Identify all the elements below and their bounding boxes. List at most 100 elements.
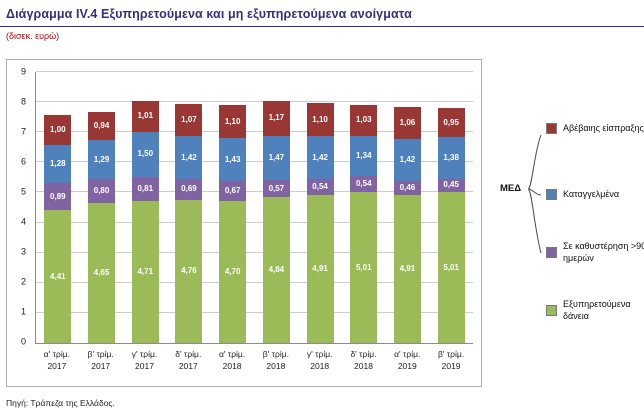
gridline [36, 221, 473, 223]
bar-segment: 1,07 [175, 103, 203, 137]
bar-value-label: 1,47 [268, 152, 285, 162]
figure-body: 0 1 2 3 4 5 6 7 8 9 4,41 0,89 1,28 1,00 4,65 0,80 1,29 0… [0, 59, 644, 387]
gridline [36, 131, 473, 133]
bar-segment: 5,01 [437, 192, 465, 343]
y-axis-tick-label: 6 [20, 156, 26, 167]
bar-segment: 0,80 [88, 178, 116, 203]
bar-segment: 1,01 [131, 101, 159, 132]
bar-value-label: 4,76 [181, 266, 197, 276]
bar-column: 5,01 0,45 1,38 0,95 [429, 72, 473, 343]
bar-value-label: 1,43 [224, 154, 241, 164]
x-axis-label: α' τρίμ. 2019 [394, 349, 421, 371]
bar-value-label: 1,01 [137, 111, 154, 121]
y-axis-tick-label: 4 [20, 216, 26, 227]
legend-swatch-green [546, 305, 557, 317]
bar-segment: 0,95 [437, 108, 465, 138]
legend-label: Σε καθυστέρηση >90 ημερών [563, 241, 644, 263]
y-axis-tick-label: 1 [20, 306, 26, 317]
bars: 4,41 0,89 1,28 1,00 4,65 0,80 1,29 0,94 4,71 0,81… [36, 72, 473, 343]
gridline [36, 251, 473, 253]
bar-value-label: 1,28 [50, 159, 66, 169]
bar-value-label: 5,01 [355, 262, 372, 272]
bar-segment: 0,67 [219, 181, 247, 202]
legend-item-past-due-90: Σε καθυστέρηση >90 ημερών [546, 241, 644, 264]
bar-value-label: 1,10 [312, 114, 328, 124]
bar-value-label: 0,89 [50, 191, 66, 201]
bar-value-label: 1,10 [224, 116, 241, 126]
gridline [36, 71, 473, 72]
bar-segment: 1,03 [350, 104, 378, 136]
bar-segment: 0,54 [306, 178, 334, 196]
bar-segment: 1,50 [131, 131, 159, 177]
bar-column: 4,41 0,89 1,28 1,00 [36, 72, 80, 343]
bar-segment: 1,42 [175, 136, 203, 179]
plot-area: 4,41 0,89 1,28 1,00 4,65 0,80 1,29 0,94 4,71 0,81… [35, 71, 473, 344]
x-axis-label: α' τρίμ. 2018 [218, 349, 246, 371]
stacked-bar: 4,41 0,89 1,28 1,00 [44, 114, 72, 343]
y-axis-tick-label: 7 [20, 126, 26, 137]
legend-item-performing-loans: Εξυπηρετούμενα δάνεια [546, 299, 644, 322]
bar-segment: 1,43 [219, 138, 247, 182]
bar-value-label: 1,00 [50, 124, 66, 134]
gridlines [36, 71, 473, 343]
y-axis-tick-label: 2 [20, 276, 26, 287]
y-axis-tick-label: 3 [20, 246, 26, 257]
y-axis-labels: 0 1 2 3 4 5 6 7 8 9 [7, 67, 31, 346]
bar-segment: 1,06 [393, 106, 421, 139]
bar-segment: 4,65 [88, 203, 116, 343]
bar-value-label: 1,07 [181, 115, 197, 125]
x-axis-label: γ' τρίμ. 2018 [306, 349, 333, 371]
bar-segment: 1,10 [306, 103, 334, 137]
legend-swatch-purple [546, 247, 557, 259]
bar-value-label: 4,70 [224, 267, 241, 277]
bar-segment: 4,76 [175, 199, 203, 343]
x-axis-label: β' τρίμ. 2018 [262, 349, 289, 371]
bar-value-label: 0,46 [399, 183, 416, 193]
bar-segment: 1,38 [437, 137, 465, 179]
bar-value-label: 0,81 [137, 184, 154, 193]
bar-segment: 0,45 [437, 178, 465, 193]
stacked-bar: 4,91 0,54 1,42 1,10 [306, 103, 334, 343]
gridline [36, 161, 473, 163]
bar-value-label: 0,69 [181, 184, 197, 194]
bar-segment: 0,54 [350, 175, 378, 193]
stacked-bar: 5,01 0,54 1,34 1,03 [350, 104, 378, 343]
bar-value-label: 4,91 [312, 264, 328, 274]
legend-item-denounced: Καταγγελμένα [546, 189, 644, 201]
bar-value-label: 1,17 [268, 113, 285, 123]
report-figure: Διάγραμμα IV.4 Εξυπηρετούμενα και μη εξυ… [0, 7, 644, 408]
bar-value-label: 1,29 [93, 154, 110, 164]
bar-value-label: 0,45 [443, 180, 459, 190]
figure-unit-label: (δισεκ. ευρώ) [6, 31, 60, 41]
bar-segment: 0,94 [88, 111, 116, 141]
bar-segment: 4,84 [262, 197, 290, 343]
bar-value-label: 1,50 [137, 149, 154, 159]
bar-value-label: 0,67 [224, 186, 241, 196]
x-axis-label: δ' τρίμ. 2018 [350, 349, 377, 371]
legend-label: Αβέβαιης είσπραξης [563, 123, 644, 133]
bar-value-label: 4,71 [137, 267, 154, 277]
bar-value-label: 4,84 [268, 265, 285, 275]
bar-segment: 5,01 [350, 192, 378, 343]
bar-segment: 4,41 [44, 210, 72, 343]
legend-item-uncertain-collection: Αβέβαιης είσπραξης [546, 123, 644, 135]
gridline [36, 101, 473, 103]
bar-value-label: 4,91 [399, 264, 416, 274]
bar-segment: 1,29 [88, 140, 116, 179]
gridline [36, 281, 473, 283]
bar-segment: 0,46 [393, 181, 421, 196]
bar-segment: 0,57 [262, 180, 290, 198]
chart-area: 0 1 2 3 4 5 6 7 8 9 4,41 0,89 1,28 1,00 4,65 0,80 1,29 0… [6, 59, 482, 387]
bar-value-label: 1,42 [181, 152, 197, 162]
source-note: Πηγή: Τράπεζα της Ελλάδος. [6, 398, 115, 408]
legend: ΜΕΔ Αβέβαιης είσπραξης Καταγγελμένα Σε κ… [482, 59, 644, 385]
bar-column: 4,71 0,81 1,50 1,01 [123, 72, 167, 343]
bar-value-label: 1,03 [355, 115, 372, 125]
bar-value-label: 0,54 [355, 179, 372, 189]
bar-value-label: 0,94 [93, 120, 110, 130]
bar-column: 4,65 0,80 1,29 0,94 [80, 72, 124, 343]
bar-value-label: 1,34 [355, 150, 372, 160]
bar-value-label: 0,54 [312, 182, 328, 192]
bar-column: 4,91 0,46 1,42 1,06 [386, 72, 430, 343]
stacked-bar: 4,84 0,57 1,47 1,17 [262, 100, 290, 343]
